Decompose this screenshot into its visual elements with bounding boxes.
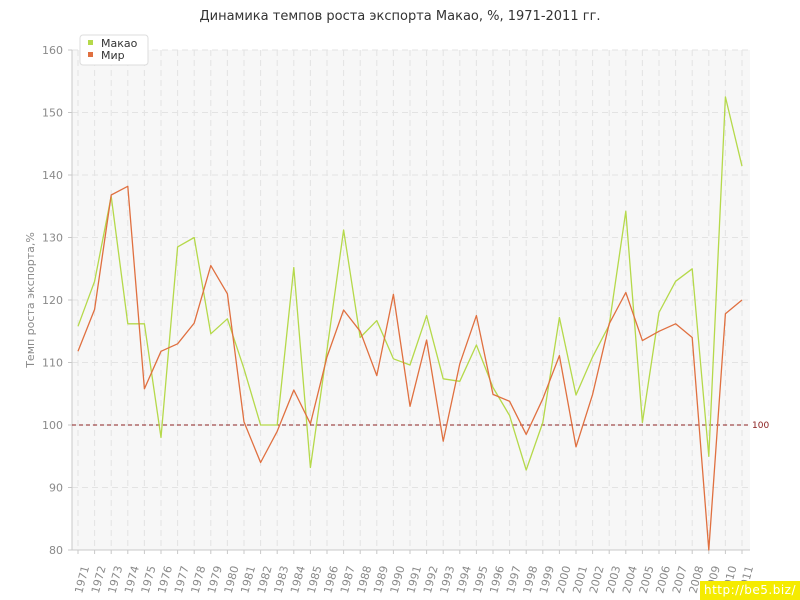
y-tick-label: 110 [42,357,63,370]
legend: Макао Мир [79,34,149,66]
y-tick-label: 160 [42,44,63,57]
reference-line-label: 100 [752,421,769,431]
chart-title: Динамика темпов роста экспорта Макао, %,… [199,9,601,24]
y-tick-label: 120 [42,294,63,307]
y-tick-label: 90 [49,482,63,495]
legend-box [79,34,149,66]
y-tick-label: 140 [42,169,63,182]
y-tick-labels: 80 90 100 110 120 130 140 150 160 [42,44,63,557]
y-tick-label: 130 [42,232,63,245]
series-line-world [77,185,743,551]
legend-swatch-macao [88,40,93,45]
y-tick-label: 80 [49,544,63,557]
legend-label-macao: Макао [101,37,138,50]
series-layer [77,96,743,551]
y-axis-label: Темп роста экспорта,% [24,232,37,369]
x-tick-labels: 1971197219731974197519761977197819791980… [72,564,756,594]
y-tick-label: 100 [42,419,63,432]
legend-label-world: Мир [101,49,125,62]
axis-layer [71,50,750,551]
series-line-macao [77,96,743,471]
legend-swatch-world [88,52,93,57]
watermark-link[interactable]: http://be5.biz/ [699,581,800,600]
y-tick-label: 150 [42,107,63,120]
reference-line-group: 100 [72,421,769,431]
